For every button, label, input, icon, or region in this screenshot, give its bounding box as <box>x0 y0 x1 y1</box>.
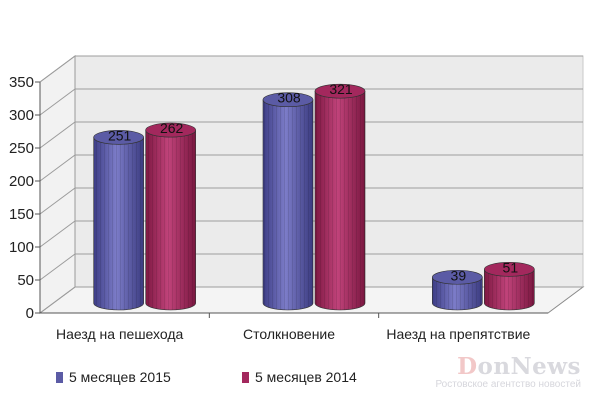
legend: 5 месяцев 2015 5 месяцев 2014 <box>56 369 357 385</box>
bar <box>262 92 314 311</box>
watermark-logo: DonNews <box>457 353 581 380</box>
data-labels: 251 262 308 321 39 51 <box>108 81 518 283</box>
data-label: 39 <box>451 267 467 283</box>
bar <box>314 83 366 311</box>
data-label: 51 <box>503 259 519 275</box>
category-label: Наезд на пешехода <box>56 326 184 342</box>
gridline <box>39 121 583 149</box>
bar <box>145 122 196 311</box>
bar <box>484 262 535 311</box>
data-label: 262 <box>160 120 184 136</box>
gridline <box>39 253 583 281</box>
bar-top <box>93 130 144 145</box>
data-label: 321 <box>329 81 353 97</box>
bar-top <box>484 262 535 277</box>
bar-top <box>145 122 196 138</box>
bar-texture <box>93 137 144 310</box>
y-tick-label: 300 <box>9 107 34 124</box>
gridline <box>39 220 583 248</box>
bar-top <box>314 83 366 99</box>
bar-texture <box>484 269 535 311</box>
legend-label: 5 месяцев 2014 <box>255 369 357 385</box>
watermark-subtitle: Ростовское агентство новостей <box>435 379 581 390</box>
y-tick-label: 150 <box>9 206 34 223</box>
legend-swatch <box>56 372 63 383</box>
y-tick-label: 100 <box>9 239 34 256</box>
category-label: Наезд на препятствие <box>386 326 530 342</box>
watermark: DonNews Ростовское агентство новостей <box>435 353 581 391</box>
bar-texture <box>263 99 313 310</box>
axes: 0 50 100 150 200 250 300 350 Наезд на пешехода Ст… <box>9 74 548 342</box>
y-tick-label: 250 <box>9 140 34 157</box>
bar-texture <box>432 277 483 311</box>
bar <box>93 130 144 311</box>
bar-top <box>262 92 314 108</box>
legend-swatch <box>242 372 249 383</box>
gridline <box>39 286 583 314</box>
y-tick-label: 350 <box>9 74 34 91</box>
y-tick-label: 200 <box>9 173 34 190</box>
bar-texture <box>315 91 365 310</box>
data-label: 251 <box>108 127 132 143</box>
bar-top <box>432 269 483 285</box>
side-wall <box>39 55 76 314</box>
legend-label: 5 месяцев 2015 <box>69 369 171 385</box>
category-label: Столкновение <box>243 326 335 342</box>
bar <box>432 269 483 311</box>
bar-texture <box>145 130 196 311</box>
gridline <box>39 154 583 182</box>
bars <box>93 83 535 311</box>
gridline <box>39 187 583 215</box>
gridline <box>39 55 583 83</box>
y-tick-label: 50 <box>17 272 34 289</box>
y-tick-label: 0 <box>26 305 34 322</box>
gridline <box>39 88 583 116</box>
data-label: 308 <box>277 90 301 106</box>
